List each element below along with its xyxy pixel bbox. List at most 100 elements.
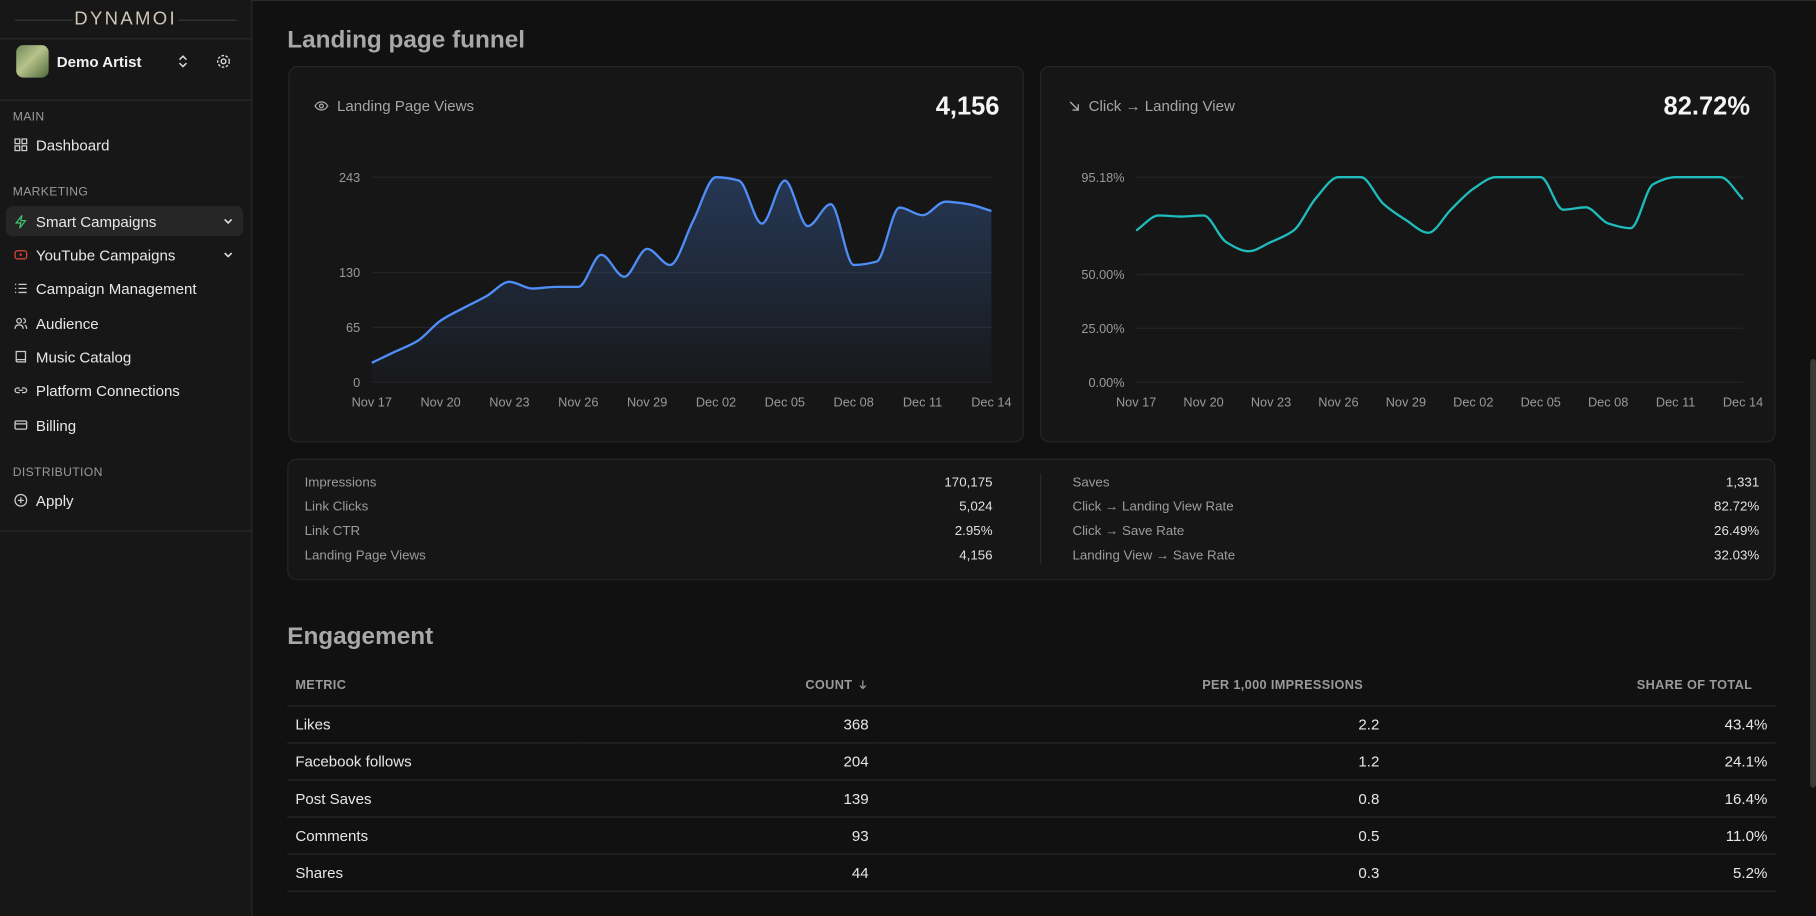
section-label: MAIN [12,110,45,124]
account-switcher[interactable] [176,54,190,68]
x-tick-label: Nov 23 [1251,395,1291,410]
sort-icon [859,680,867,690]
x-tick-label: Dec 14 [971,395,1011,410]
nav-label: Platform Connections [35,381,180,399]
nav-item[interactable]: Music Catalog [6,342,243,372]
icon [15,283,27,294]
table-cell: 93 [577,817,877,855]
table-row: Facebook follows 204 1.2 24.1% [287,742,1776,781]
x-tick-label: Dec 08 [1588,395,1628,410]
table-cell: 5.2% [1387,854,1776,892]
nav-label: Billing [35,416,77,434]
nav-label: YouTube Campaigns [35,246,176,264]
y-tick-label: 65 [346,320,360,335]
divider [178,19,237,21]
table-cell: Comments [287,817,578,855]
x-tick-label: Nov 26 [558,395,598,410]
stat-label: Click → Landing View Rate [1072,500,1234,515]
icon [14,250,28,260]
chart-card: 0 65 130 243 Nov 17 Nov 20 Nov 23 Nov 26 Nov 29 D… [288,66,1024,443]
brand: DYNAMOI [74,9,177,29]
nav-label: Apply [35,491,74,510]
card-title: Click → Landing View [1088,97,1235,115]
column-label: COUNT [805,678,853,693]
nav-label: Dashboard [35,136,110,154]
stat-value: 4,156 [959,548,993,563]
stat-value: 82.72% [1714,500,1760,515]
table-cell: 11.0% [1387,817,1776,855]
chart-card: 0.00% 25.00% 50.00% 95.18% Nov 17 Nov 20 Nov 2… [1040,66,1776,443]
section-label: MARKETING [12,185,89,200]
table-cell: 0.5 [876,817,1388,855]
icon [14,138,28,152]
scrollbar[interactable] [1810,359,1816,788]
section-label: DISTRIBUTION [12,465,103,480]
stat-row: Landing View → Save Rate 32.03% [1072,544,1759,568]
y-tick-label: 0.00% [1088,375,1124,390]
area [371,177,992,383]
stat-value: 170,175 [944,476,993,490]
x-tick-label: Nov 23 [489,395,529,410]
nav-label: Music Catalog [35,348,132,366]
x-tick-label: Nov 29 [1386,395,1426,410]
stat-value: 26.49% [1714,524,1760,539]
table-cell: Facebook follows [287,742,578,781]
account-name[interactable]: Demo Artist [56,53,142,71]
nav-label: Smart Campaigns [35,212,157,230]
y-tick-label: 0 [353,375,360,390]
nav-item[interactable]: YouTube Campaigns [6,240,243,270]
stat-row: Impressions 170,175 [305,471,993,495]
column-label: PER 1,000 IMPRESSIONS [1202,678,1364,693]
table-row: Post Saves 139 0.8 16.4% [287,780,1776,818]
icon [1069,101,1079,111]
y-tick-label: 25.00% [1081,321,1124,336]
x-tick-label: Nov 20 [1183,395,1223,410]
nav-item[interactable]: Dashboard [6,130,243,160]
avatar [16,45,49,78]
stat-row: Saves 1,331 [1072,471,1759,495]
stat-label: Click → Save Rate [1072,524,1185,539]
table-cell: 44 [577,854,877,892]
table-row: Likes 368 2.2 43.4% [287,705,1776,744]
column-header: SHARE OF TOTAL [1387,665,1776,707]
stat-label: Link Clicks [304,500,369,515]
table-cell: 139 [577,780,877,818]
settings-button[interactable] [215,53,231,69]
stat-value: 5,024 [959,500,993,515]
engagement-table: METRIC COUNT PER 1,000 IMPRESSIONS SHARE OF… [287,665,1776,892]
nav-item[interactable]: Apply [6,485,243,515]
line [371,176,992,364]
stat-value: 2.95% [954,524,993,539]
nav-item[interactable]: Platform Connections [6,375,243,405]
x-tick-label: Nov 26 [1318,395,1358,410]
nav-item[interactable]: Billing [6,410,243,440]
column-label: METRIC [295,678,347,693]
y-tick-label: 130 [339,265,360,280]
x-tick-label: Nov 17 [352,395,392,410]
divider [1040,473,1042,565]
nav-item[interactable]: Campaign Management [6,273,243,303]
card-header: Landing Page Views [314,97,474,115]
nav-item[interactable]: Smart Campaigns [5,206,244,237]
table-cell: 368 [577,705,877,744]
stat-value: 1,331 [1725,476,1760,490]
table-body: Likes 368 2.2 43.4% Facebook follows 204 1.2 24… [287,705,1776,892]
stat-row: Link Clicks 5,024 [305,496,993,520]
stat-label: Landing Page Views [304,548,426,563]
top-border [252,0,1816,2]
table-cell: Likes [287,705,578,744]
table-cell: 43.4% [1387,705,1776,744]
stats-column: Saves 1,331 Click → Landing View Rate 82.72… [1072,471,1759,568]
nav-item[interactable]: Audience [6,308,243,338]
table-cell: 16.4% [1387,780,1776,818]
x-tick-label: Dec 14 [1723,395,1763,410]
stat-row: Link CTR 2.95% [305,520,993,544]
column-header[interactable]: COUNT [577,665,877,707]
stat-label: Saves [1072,476,1110,490]
icon [15,350,27,363]
chart: 0 65 130 243 Nov 17 Nov 20 Nov 23 Nov 26 Nov 29 D… [339,170,1012,410]
chart: 0.00% 25.00% 50.00% 95.18% Nov 17 Nov 20 Nov 2… [1081,170,1763,410]
nav-label: Audience [35,314,99,332]
nav-label: Campaign Management [35,279,197,298]
